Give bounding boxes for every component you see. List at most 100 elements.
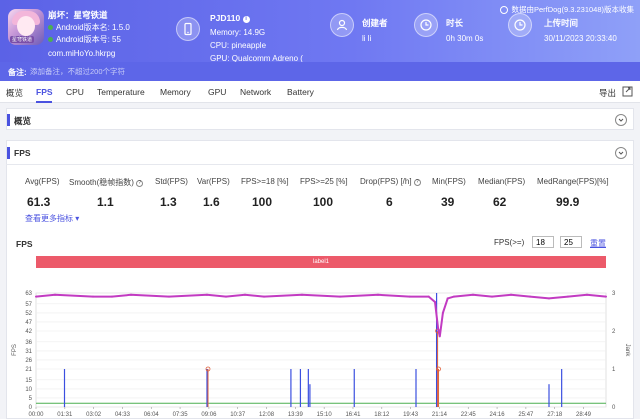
reset-button[interactable]: 重置	[590, 239, 606, 248]
stat-value-fps18: 100	[252, 195, 273, 209]
app-name: 崩坏：星穹铁道	[48, 10, 108, 20]
x-tick-label: 28:49	[576, 412, 592, 418]
fps-threshold-1-input[interactable]	[532, 236, 554, 248]
y2-tick-label: 1	[612, 367, 616, 373]
x-tick-label: 07:35	[173, 412, 189, 418]
help-icon[interactable]: ?	[413, 179, 421, 186]
y-axis-label: FPS	[12, 344, 18, 356]
panel-accent-bar	[7, 147, 10, 159]
tab-memory[interactable]: Memory	[160, 87, 191, 97]
x-tick-label: 10:37	[230, 412, 246, 418]
stat-value-drop: 6	[386, 195, 393, 209]
x-tick-label: 16:41	[345, 412, 361, 418]
fps-point	[263, 295, 265, 298]
tab-battery[interactable]: Battery	[287, 87, 314, 97]
y-tick-label: 52	[25, 311, 32, 317]
device-name: PJD110 i	[210, 13, 250, 23]
stat-value-avg: 61.3	[27, 195, 51, 209]
export-button[interactable]: 导出	[598, 88, 616, 98]
help-icon[interactable]: ?	[136, 180, 144, 187]
export-icon[interactable]	[622, 86, 633, 97]
stat-value-min: 39	[441, 195, 455, 209]
tab-temperature[interactable]: Temperature	[97, 87, 145, 97]
note-bar: 备注:	[0, 62, 640, 81]
stat-label-drop: Drop(FPS) [/h] ?	[360, 177, 421, 186]
app-icon-tag: 星穹铁道	[10, 36, 35, 43]
y-tick-label: 63	[25, 291, 32, 297]
x-tick-label: 13:39	[288, 412, 304, 418]
fps-collapse-button[interactable]	[615, 147, 627, 159]
active-tab-indicator	[36, 101, 52, 103]
perfdog-note-text: 数据由PerfDog(9.3.231048)版本收集	[511, 5, 634, 14]
fps-point	[111, 295, 113, 298]
y-tick-label: 0	[29, 405, 33, 411]
info-icon[interactable]: i	[242, 16, 250, 23]
fps-threshold-label: FPS(>=)	[494, 238, 525, 247]
metric-tabs: 概览 FPS CPU Temperature Memory GPU Networ…	[0, 81, 640, 103]
app-version-code: Android版本号: 55	[48, 34, 121, 45]
fps-point	[567, 295, 569, 298]
tab-network[interactable]: Network	[240, 87, 272, 97]
fps-point	[244, 293, 246, 296]
tab-overview[interactable]: 概览	[6, 88, 24, 98]
divider	[6, 164, 634, 165]
y-tick-label: 57	[25, 302, 32, 308]
overview-collapse-button[interactable]	[615, 114, 627, 126]
y-tick-label: 47	[25, 320, 32, 326]
y-tick-label: 21	[25, 367, 32, 373]
y-tick-label: 15	[25, 378, 32, 384]
x-tick-label: 24:16	[490, 412, 506, 418]
fps-point	[339, 295, 341, 298]
x-tick-label: 04:33	[115, 412, 131, 418]
stat-value-median: 62	[493, 195, 507, 209]
label-band[interactable]: label1	[36, 256, 606, 268]
device-gpu: GPU: Qualcomm Adreno (	[210, 54, 303, 63]
y-tick-label: 5	[29, 396, 33, 402]
x-tick-label: 12:08	[259, 412, 275, 418]
fps-point	[301, 293, 303, 296]
chevron-down-icon	[618, 118, 624, 122]
fps-point	[529, 295, 531, 298]
fps-point	[472, 293, 474, 296]
tab-gpu[interactable]: GPU	[208, 87, 227, 97]
creator-value: li li	[362, 34, 372, 43]
fps-point	[441, 311, 444, 314]
device-memory: Memory: 14.9G	[210, 28, 266, 37]
big-jank-marker	[436, 366, 441, 372]
stat-value-std: 1.3	[160, 195, 177, 209]
big-jank-marker	[205, 366, 211, 372]
fps-point	[434, 301, 436, 304]
stat-label-medrange: MedRange(FPS)[%]	[537, 177, 609, 186]
creator-title: 创建者	[362, 18, 388, 28]
fps-point	[225, 295, 227, 298]
y2-tick-label: 3	[612, 291, 616, 297]
app-package: com.miHoYo.hkrpg	[48, 49, 116, 58]
note-input[interactable]	[30, 65, 230, 78]
tab-cpu[interactable]: CPU	[66, 87, 84, 97]
y-tick-label: 36	[25, 340, 32, 346]
more-metrics-link[interactable]: 查看更多指标 ▾	[25, 214, 80, 223]
overview-panel: 概览	[6, 108, 634, 130]
stat-label-min: Min(FPS)	[432, 177, 466, 186]
x-tick-label: 09:06	[201, 412, 217, 418]
upload-title: 上传时间	[544, 18, 579, 28]
fps-point	[491, 295, 493, 298]
clock-icon	[414, 13, 438, 37]
tab-fps[interactable]: FPS	[36, 87, 53, 97]
perfdog-note: 数据由PerfDog(9.3.231048)版本收集	[500, 4, 634, 15]
y2-axis-label: Jank	[624, 344, 630, 358]
fps-point	[54, 293, 56, 296]
fps-threshold-2-input[interactable]	[560, 236, 582, 248]
stat-value-medrange: 99.9	[556, 195, 580, 209]
fps-point	[35, 295, 37, 298]
stat-label-median: Median(FPS)	[478, 177, 526, 186]
stat-label-std: Std(FPS)	[155, 177, 188, 186]
overview-title: 概览	[14, 116, 32, 126]
y-tick-label: 10	[25, 387, 32, 393]
x-tick-label: 19:43	[403, 412, 419, 418]
panel-accent-bar	[7, 114, 10, 126]
stat-value-smooth: 1.1	[97, 195, 114, 209]
fps-chart[interactable]: 0 5 10 15 21 26 31 36 42 47 52 57 63 0 1 2 3 00:00 01:31 03…	[0, 268, 640, 419]
android-icon	[48, 37, 53, 42]
chevron-down-icon	[618, 151, 624, 155]
